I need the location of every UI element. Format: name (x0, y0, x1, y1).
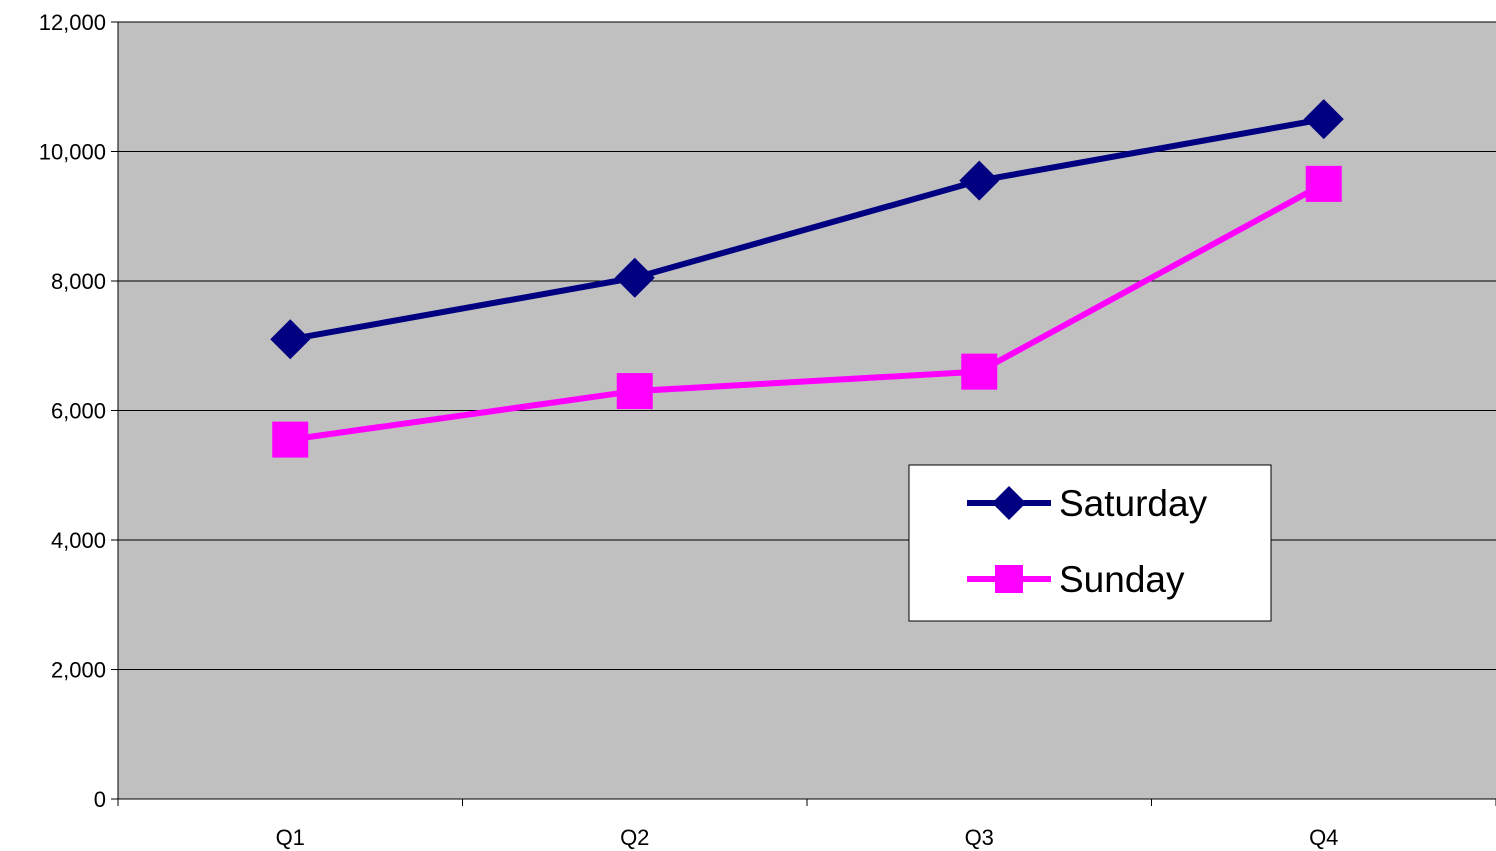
x-tick-label: Q3 (965, 825, 994, 850)
y-tick-label: 2,000 (51, 658, 106, 683)
square-marker (995, 565, 1023, 593)
y-tick-label: 10,000 (39, 140, 106, 165)
x-tick-label: Q1 (276, 825, 305, 850)
y-tick-label: 4,000 (51, 528, 106, 553)
square-marker (617, 373, 653, 409)
square-marker (961, 354, 997, 390)
y-tick-label: 12,000 (39, 10, 106, 35)
legend-label: Saturday (1059, 483, 1208, 524)
legend-label: Sunday (1059, 559, 1185, 600)
x-tick-label: Q4 (1309, 825, 1338, 850)
x-tick-label: Q2 (620, 825, 649, 850)
y-tick-label: 0 (94, 787, 106, 812)
square-marker (272, 422, 308, 458)
square-marker (1306, 166, 1342, 202)
legend: Saturday Sunday (909, 465, 1271, 621)
y-tick-label: 8,000 (51, 269, 106, 294)
y-tick-label: 6,000 (51, 399, 106, 424)
